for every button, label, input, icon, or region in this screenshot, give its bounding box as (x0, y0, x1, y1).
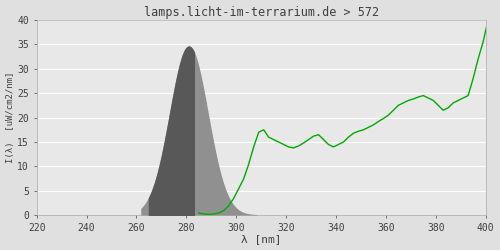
Title: lamps.licht-im-terrarium.de > 572: lamps.licht-im-terrarium.de > 572 (144, 6, 378, 18)
X-axis label: λ [nm]: λ [nm] (241, 234, 282, 244)
Y-axis label: I(λ)  [uW/cm2/nm]: I(λ) [uW/cm2/nm] (6, 72, 15, 163)
